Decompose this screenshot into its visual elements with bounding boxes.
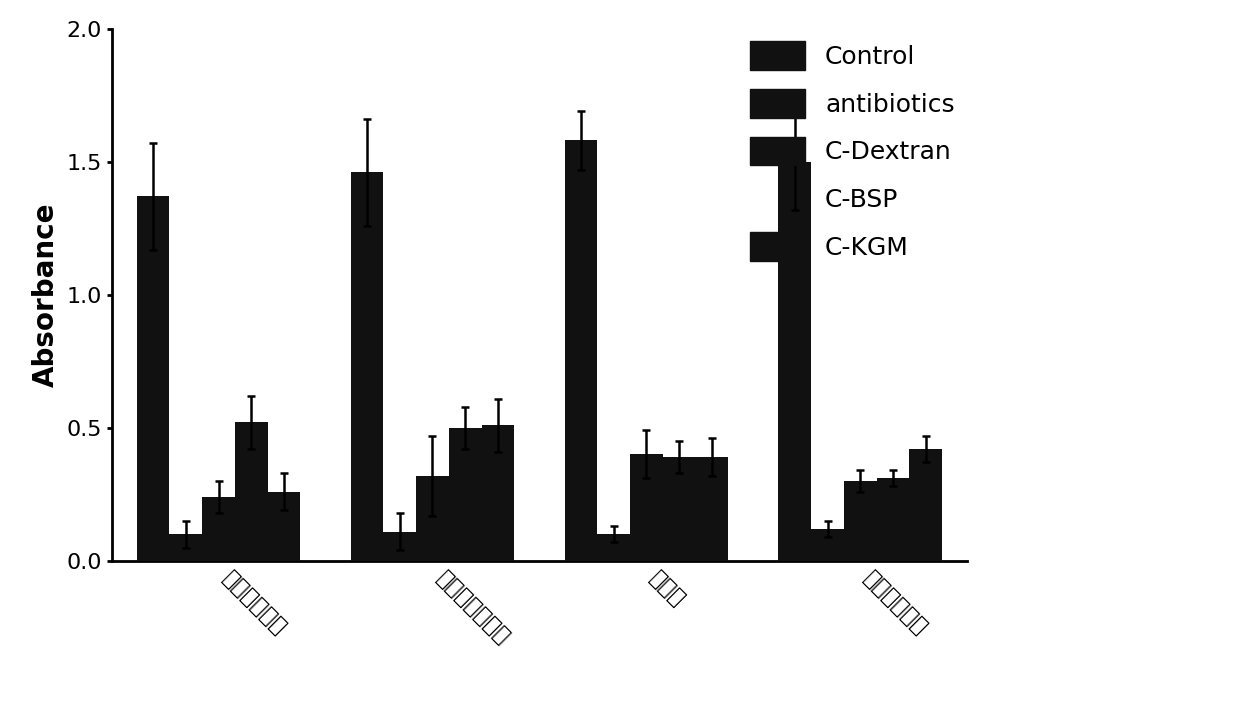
Bar — [481, 425, 515, 561]
Bar — [417, 476, 449, 561]
Bar — [877, 478, 909, 561]
Bar — [383, 531, 417, 561]
Bar — [564, 140, 598, 561]
Y-axis label: Absorbance: Absorbance — [31, 203, 60, 387]
Bar — [696, 457, 728, 561]
Bar — [630, 454, 662, 561]
Bar — [136, 196, 170, 561]
Legend: Control, antibiotics, C-Dextran, C-BSP, C-KGM: Control, antibiotics, C-Dextran, C-BSP, … — [750, 41, 955, 260]
Bar — [779, 162, 811, 561]
Bar — [909, 449, 942, 561]
Bar — [811, 529, 844, 561]
Bar — [202, 497, 234, 561]
Bar — [234, 423, 268, 561]
Bar — [170, 534, 202, 561]
Bar — [662, 457, 696, 561]
Bar — [598, 534, 630, 561]
Bar — [268, 492, 300, 561]
Bar — [351, 173, 383, 561]
Bar — [844, 481, 877, 561]
Bar — [449, 428, 481, 561]
